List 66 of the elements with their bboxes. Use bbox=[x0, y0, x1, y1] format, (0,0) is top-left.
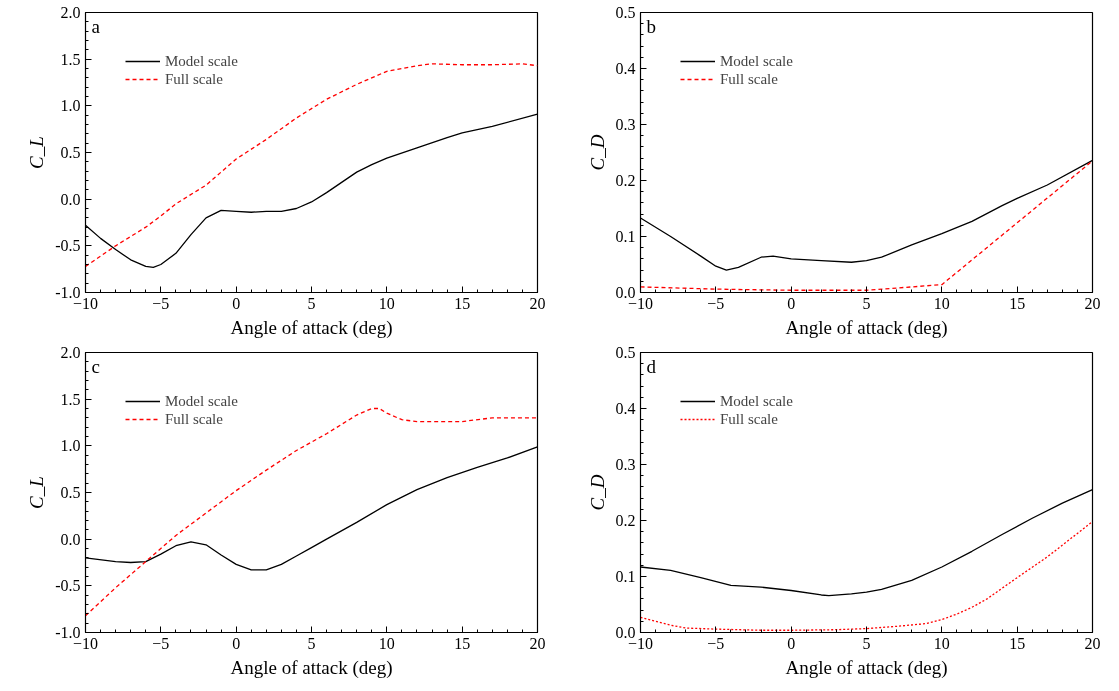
legend-label: Full scale bbox=[165, 70, 223, 88]
y-tick-label: 0.0 bbox=[60, 530, 81, 548]
x-tick-label: −5 bbox=[707, 294, 725, 312]
x-tick-label: 5 bbox=[862, 294, 871, 312]
y-tick-label: -0.5 bbox=[55, 237, 81, 255]
annotation: c bbox=[91, 355, 100, 377]
y-tick-label: 0.5 bbox=[615, 4, 636, 21]
y-tick-label: 0.2 bbox=[615, 512, 636, 529]
legend-label: Model scale bbox=[165, 392, 238, 410]
y-axis-title: C_L bbox=[26, 136, 48, 169]
y-tick-label: -0.5 bbox=[55, 577, 81, 595]
y-tick-label: 0.1 bbox=[615, 228, 636, 245]
y-axis-title: C_D bbox=[586, 474, 608, 511]
y-tick-label: 2.0 bbox=[60, 344, 81, 361]
x-tick-label: −5 bbox=[152, 634, 170, 652]
x-tick-label: 15 bbox=[454, 634, 471, 652]
x-axis-title: Angle of attack (deg) bbox=[785, 656, 948, 679]
y-tick-label: 0.3 bbox=[615, 116, 636, 133]
y-tick-label: 0.3 bbox=[615, 456, 636, 473]
x-tick-label: 5 bbox=[307, 634, 316, 652]
x-tick-label: 5 bbox=[307, 294, 316, 312]
x-tick-label: 0 bbox=[787, 294, 796, 312]
x-axis-title: Angle of attack (deg) bbox=[230, 316, 393, 339]
x-tick-label: 20 bbox=[1084, 634, 1101, 652]
x-tick-label: 5 bbox=[862, 634, 871, 652]
x-tick-label: 0 bbox=[232, 634, 241, 652]
x-tick-label: 10 bbox=[933, 294, 950, 312]
y-tick-label: 1.5 bbox=[60, 50, 81, 68]
legend-label: Full scale bbox=[720, 410, 778, 428]
y-tick-label: 0.5 bbox=[615, 344, 636, 361]
y-axis-title: C_L bbox=[26, 476, 48, 509]
y-tick-label: 2.0 bbox=[60, 4, 81, 21]
x-tick-label: −5 bbox=[152, 294, 170, 312]
x-axis-title: Angle of attack (deg) bbox=[230, 656, 393, 679]
legend-label: Model scale bbox=[720, 392, 793, 410]
legend-label: Full scale bbox=[720, 70, 778, 88]
legend-label: Model scale bbox=[165, 52, 238, 70]
x-tick-label: 20 bbox=[1084, 294, 1101, 312]
y-tick-label: 0.4 bbox=[615, 400, 636, 417]
x-tick-label: 10 bbox=[378, 294, 395, 312]
annotation: a bbox=[91, 15, 101, 37]
legend-label: Model scale bbox=[720, 52, 793, 70]
x-tick-label: 0 bbox=[232, 294, 241, 312]
y-tick-label: 1.0 bbox=[60, 437, 81, 455]
x-tick-label: 10 bbox=[378, 634, 395, 652]
x-tick-label: 20 bbox=[529, 634, 546, 652]
y-tick-label: 0.5 bbox=[60, 484, 81, 501]
y-tick-label: 1.0 bbox=[60, 97, 81, 115]
x-tick-label: 15 bbox=[1009, 634, 1026, 652]
x-axis-title: Angle of attack (deg) bbox=[785, 316, 948, 339]
x-tick-label: 0 bbox=[787, 634, 796, 652]
y-tick-label: 0.4 bbox=[615, 60, 636, 77]
x-tick-label: −5 bbox=[707, 634, 725, 652]
y-axis-title: C_D bbox=[586, 134, 608, 171]
legend-label: Full scale bbox=[165, 410, 223, 428]
y-tick-label: 0.2 bbox=[615, 172, 636, 189]
x-tick-label: 15 bbox=[454, 294, 471, 312]
y-tick-label: 0.1 bbox=[615, 568, 636, 585]
y-tick-label: 0.0 bbox=[60, 190, 81, 208]
y-tick-label: 1.5 bbox=[60, 390, 81, 408]
annotation: d bbox=[646, 355, 657, 377]
x-tick-label: 10 bbox=[933, 634, 950, 652]
y-tick-label: 0.5 bbox=[60, 144, 81, 161]
x-tick-label: 20 bbox=[529, 294, 546, 312]
annotation: b bbox=[646, 15, 656, 37]
x-tick-label: 15 bbox=[1009, 294, 1026, 312]
